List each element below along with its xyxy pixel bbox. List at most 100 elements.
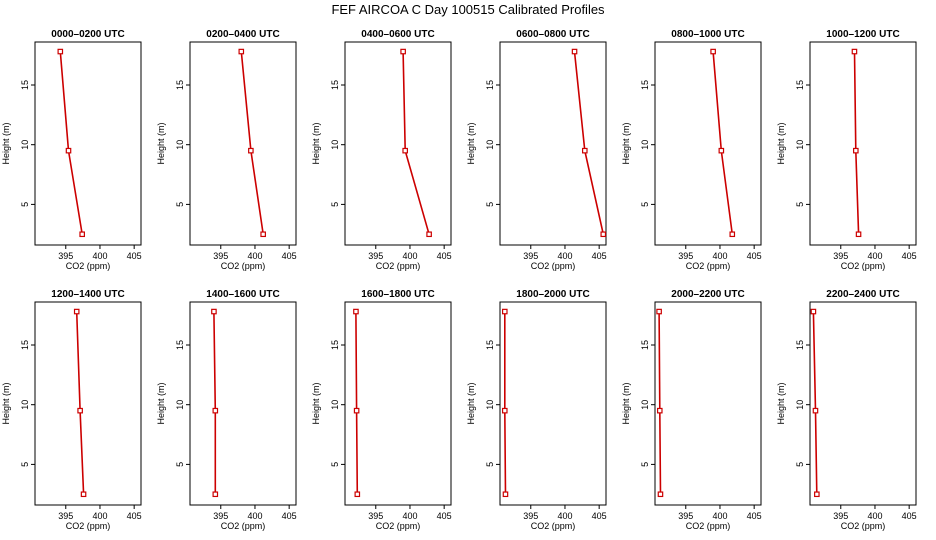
x-tick-label: 395 xyxy=(678,251,693,261)
data-point xyxy=(353,308,359,315)
y-tick-label: 5 xyxy=(795,462,805,467)
data-point xyxy=(238,48,245,55)
x-tick-label: 395 xyxy=(58,251,73,261)
data-point xyxy=(581,147,588,154)
x-tick-label: 400 xyxy=(557,511,572,521)
data-point xyxy=(400,48,406,55)
y-tick-label: 15 xyxy=(795,80,805,90)
y-axis-label: Height (m) xyxy=(621,122,631,164)
data-point xyxy=(656,308,662,315)
x-tick-label: 400 xyxy=(867,251,882,261)
x-tick-label: 405 xyxy=(592,511,607,521)
data-point xyxy=(402,147,408,154)
profile-line xyxy=(712,51,734,235)
panel-title: 0200–0400 UTC xyxy=(206,29,279,40)
profile-line xyxy=(658,311,662,495)
x-tick-label: 405 xyxy=(437,511,452,521)
panel-3: 0400–0600 UTC 395 400 405 CO2 (ppm) 5 10 15 Heig… xyxy=(311,29,452,271)
x-tick-label: 405 xyxy=(127,511,142,521)
y-tick-label: 10 xyxy=(330,400,340,410)
data-point xyxy=(501,407,508,414)
data-point xyxy=(260,231,266,238)
x-tick-label: 405 xyxy=(747,511,762,521)
y-axis-label: Height (m) xyxy=(311,122,321,164)
x-tick-label: 395 xyxy=(833,511,848,521)
profile-line xyxy=(503,311,507,495)
data-point xyxy=(729,231,736,238)
panel-9: 1600–1800 UTC 395 400 405 CO2 (ppm) 5 10 15 Heig… xyxy=(311,289,452,531)
y-tick-label: 15 xyxy=(485,80,495,90)
x-axis-label: CO2 (ppm) xyxy=(686,261,731,271)
y-tick-label: 5 xyxy=(640,202,650,207)
y-tick-label: 5 xyxy=(330,462,340,467)
x-tick-label: 400 xyxy=(712,251,727,261)
data-point xyxy=(657,491,664,498)
x-axis-label: CO2 (ppm) xyxy=(66,261,111,271)
x-tick-label: 400 xyxy=(92,511,107,521)
y-tick-label: 10 xyxy=(175,400,185,410)
data-point xyxy=(855,231,862,238)
panel-12: 2200–2400 UTC 395 400 405 CO2 (ppm) 5 10 15 Heig… xyxy=(776,289,917,531)
x-tick-label: 395 xyxy=(833,251,848,261)
y-tick-label: 10 xyxy=(330,140,340,150)
plot-frame xyxy=(34,301,142,506)
profile-line xyxy=(402,51,430,235)
x-tick-label: 400 xyxy=(557,251,572,261)
profile-line xyxy=(59,51,83,235)
x-tick-label: 395 xyxy=(58,511,73,521)
y-tick-label: 15 xyxy=(330,340,340,350)
panel-11: 2000–2200 UTC 395 400 405 CO2 (ppm) 5 10 15 Heig… xyxy=(621,289,762,531)
data-point xyxy=(65,147,72,154)
x-tick-label: 395 xyxy=(213,511,228,521)
plot-frame xyxy=(189,41,297,246)
y-axis-label: Height (m) xyxy=(466,122,476,164)
data-point xyxy=(810,308,817,315)
y-axis-label: Height (m) xyxy=(1,122,11,164)
y-tick-label: 15 xyxy=(795,340,805,350)
y-tick-label: 5 xyxy=(640,462,650,467)
panel-title: 0000–0200 UTC xyxy=(51,29,124,40)
y-tick-label: 15 xyxy=(640,340,650,350)
data-point xyxy=(212,491,219,498)
x-axis-label: CO2 (ppm) xyxy=(686,521,731,531)
y-tick-label: 10 xyxy=(795,400,805,410)
data-point xyxy=(57,48,64,55)
plot-frame xyxy=(499,301,607,506)
panel-title: 1600–1800 UTC xyxy=(361,289,434,300)
x-tick-label: 400 xyxy=(712,511,727,521)
profile-line xyxy=(213,311,217,495)
y-axis-label: Height (m) xyxy=(156,122,166,164)
x-axis-label: CO2 (ppm) xyxy=(531,521,576,531)
data-point xyxy=(353,407,360,414)
x-tick-label: 400 xyxy=(247,251,262,261)
x-tick-label: 400 xyxy=(867,511,882,521)
data-point xyxy=(853,147,859,154)
y-axis-label: Height (m) xyxy=(1,382,11,424)
x-tick-label: 405 xyxy=(592,251,607,261)
profile-line xyxy=(240,51,264,235)
y-tick-label: 5 xyxy=(330,202,340,207)
y-tick-label: 10 xyxy=(485,400,495,410)
panel-title: 0800–1000 UTC xyxy=(671,29,744,40)
y-tick-label: 15 xyxy=(20,340,30,350)
y-axis-label: Height (m) xyxy=(466,382,476,424)
x-tick-label: 405 xyxy=(127,251,142,261)
x-tick-label: 395 xyxy=(523,251,538,261)
data-point xyxy=(710,48,716,55)
y-tick-label: 10 xyxy=(640,400,650,410)
plot-frame xyxy=(654,41,762,246)
data-point xyxy=(211,308,217,315)
y-tick-label: 5 xyxy=(175,202,185,207)
x-axis-label: CO2 (ppm) xyxy=(841,261,886,271)
data-point xyxy=(814,491,820,498)
profile-line xyxy=(355,311,359,495)
panel-4: 0600–0800 UTC 395 400 405 CO2 (ppm) 5 10 15 Heig… xyxy=(466,29,607,271)
plot-frame xyxy=(809,41,917,246)
data-point xyxy=(212,407,219,414)
x-tick-label: 405 xyxy=(282,251,297,261)
y-tick-label: 5 xyxy=(485,462,495,467)
x-axis-label: CO2 (ppm) xyxy=(66,521,111,531)
panel-8: 1400–1600 UTC 395 400 405 CO2 (ppm) 5 10 15 Heig… xyxy=(156,289,297,531)
